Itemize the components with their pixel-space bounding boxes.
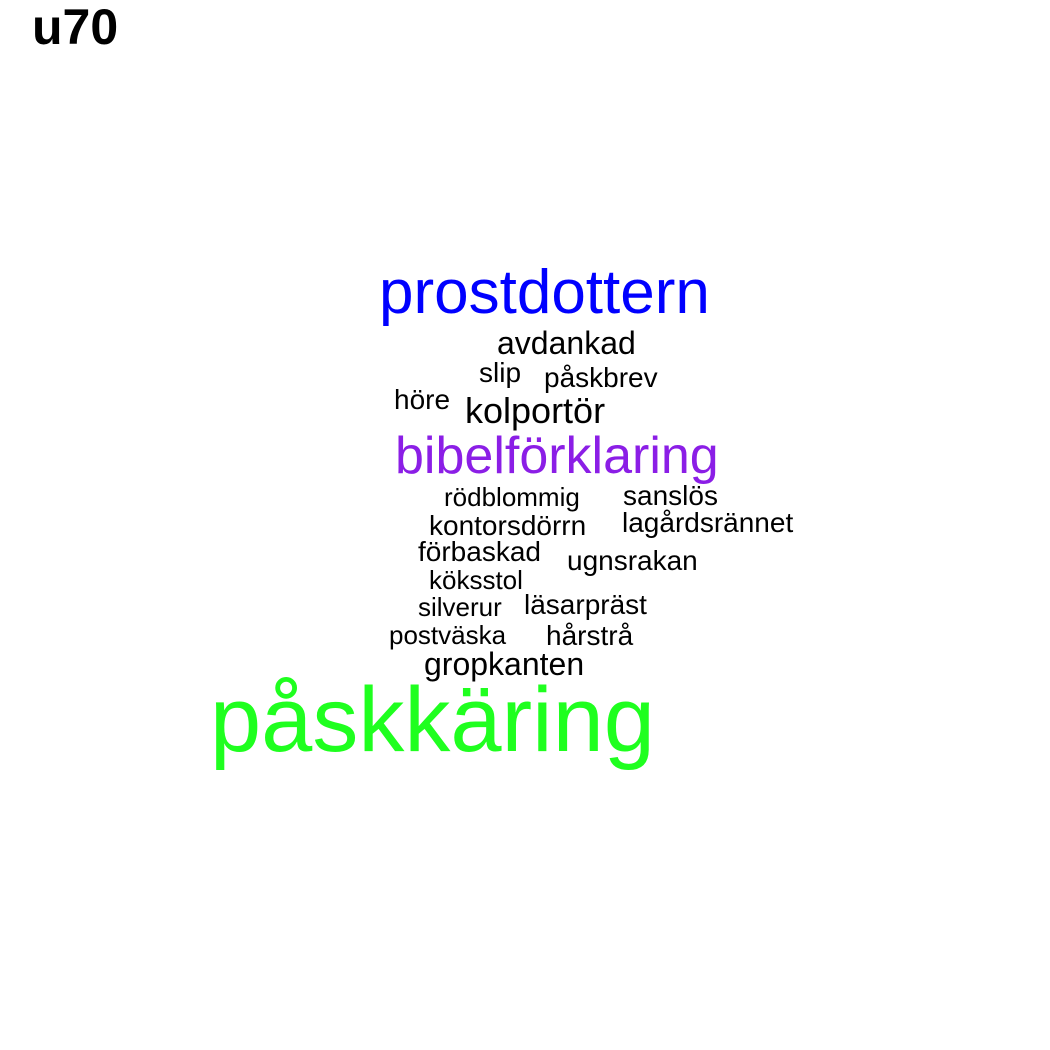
word-paskkaring: påskkäring	[210, 669, 655, 771]
word-silverur: silverur	[418, 592, 502, 622]
word-lagardsrannet: lagårdsrännet	[622, 507, 794, 538]
word-bibelforklaring: bibelförklaring	[395, 427, 719, 485]
word-forbaskad: förbaskad	[418, 536, 541, 567]
word-kolportor: kolportör	[465, 390, 606, 431]
word-prostdottern: prostdottern	[379, 258, 710, 327]
word-gropkanten: gropkanten	[424, 646, 585, 682]
word-avdankad: avdankad	[497, 325, 636, 361]
word-rodblommig: rödblommig	[444, 482, 580, 512]
word-kontorsdorrn: kontorsdörrn	[429, 510, 587, 541]
word-sanslos: sanslös	[623, 480, 718, 511]
word-postvaska: postväska	[389, 620, 507, 650]
word-paskbrev: påskbrev	[544, 362, 658, 393]
word-harstra: hårstrå	[546, 620, 634, 651]
word-lasarprast: läsarpräst	[524, 589, 647, 620]
word-ugnsrakan: ugnsrakan	[567, 545, 698, 576]
word-hore: höre	[394, 384, 451, 415]
page-title: u70	[32, 0, 119, 55]
word-koksstol: köksstol	[429, 565, 523, 595]
word-slip: slip	[479, 357, 522, 388]
